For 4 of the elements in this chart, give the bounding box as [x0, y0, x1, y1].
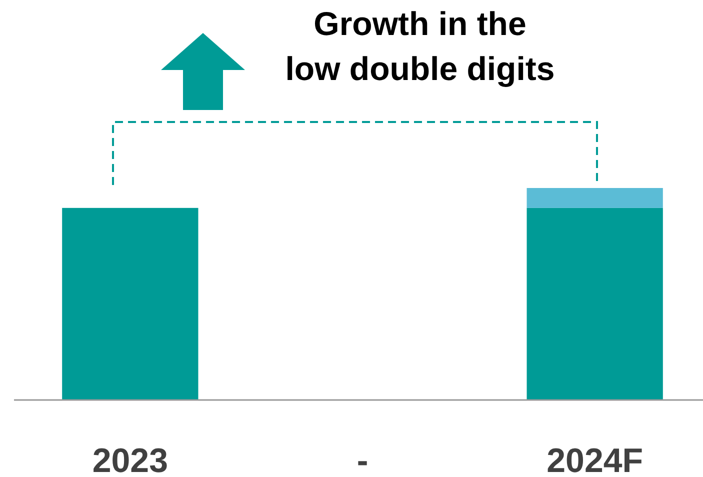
x-tick-label: - [356, 442, 368, 477]
x-tick-label: 2023 [92, 442, 168, 477]
chart-title: Growth in the low double digits [285, 5, 555, 87]
x-tick-label: 2024F [546, 442, 644, 477]
